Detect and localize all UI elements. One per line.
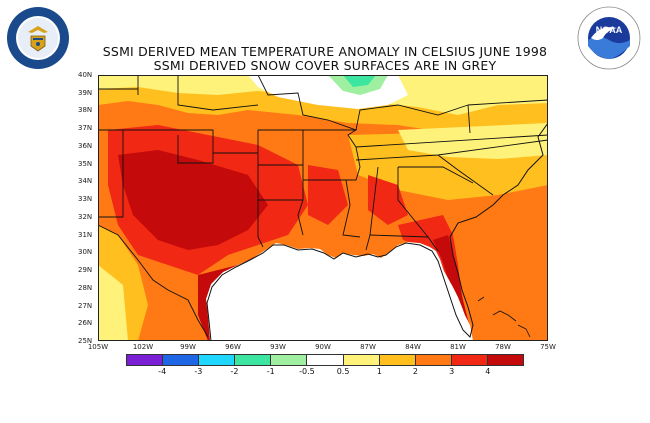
x-tick-label: 81W [450, 343, 466, 351]
y-tick-label: 37N [78, 124, 93, 133]
legend-swatch [307, 354, 344, 366]
x-tick-label: 96W [225, 343, 241, 351]
legend-swatch [126, 354, 164, 366]
legend-label: 2 [412, 367, 418, 376]
legend-swatch [235, 354, 272, 366]
x-tick-label: 84W [405, 343, 421, 351]
y-tick-label: 31N [78, 230, 93, 239]
y-tick-label: 36N [78, 141, 93, 150]
y-tick-label: 29N [78, 266, 93, 275]
x-tick-label: 78W [495, 343, 511, 351]
legend-swatch [415, 354, 452, 366]
x-tick-label: 105W [87, 343, 109, 351]
y-tick-label: 39N [78, 88, 93, 97]
department-of-commerce-seal-icon [7, 7, 69, 69]
map-title-line1: SSMI DERIVED MEAN TEMPERATURE ANOMALY IN… [102, 44, 548, 59]
legend-label: 1 [376, 367, 382, 376]
x-tick-label: 102W [132, 343, 154, 351]
y-tick-label: 34N [78, 177, 93, 186]
legend-swatch [343, 354, 380, 366]
x-tick-label: 99W [180, 343, 196, 351]
noaa-logo-text: NOAA [596, 25, 623, 35]
y-tick-label: 27N [78, 301, 93, 310]
legend-label: 0.5 [336, 367, 350, 376]
legend-label: -0.5 [299, 367, 315, 376]
legend-label: 4 [485, 367, 491, 376]
legend-label: -3 [194, 367, 203, 376]
legend-swatch [451, 354, 488, 366]
y-tick-label: 33N [78, 195, 93, 204]
map-title-line2: SSMI DERIVED SNOW COVER SURFACES ARE IN … [153, 58, 497, 73]
legend-swatch [379, 354, 416, 366]
y-tick-label: 30N [78, 248, 93, 257]
x-tick-label: 90W [315, 343, 331, 351]
legend-swatch [199, 354, 236, 366]
legend-swatch [163, 354, 200, 366]
legend-label: -4 [158, 367, 167, 376]
y-tick-label: 25N [78, 337, 93, 345]
x-tick-label: 87W [360, 343, 376, 351]
y-tick-label: 38N [78, 106, 93, 115]
legend-swatch [271, 354, 308, 366]
x-tick-label: 93W [270, 343, 286, 351]
legend-label: 3 [449, 367, 455, 376]
map-canvas [97, 74, 549, 342]
noaa-logo-icon: NOAA [577, 6, 641, 70]
legend-swatch [487, 354, 525, 366]
legend-label: -2 [230, 367, 239, 376]
temperature-anomaly-map [97, 74, 549, 342]
y-tick-label: 40N [78, 71, 93, 79]
y-tick-label: 35N [78, 159, 93, 168]
y-tick-label: 26N [78, 319, 93, 328]
y-tick-label: 32N [78, 212, 93, 221]
legend-label: -1 [266, 367, 275, 376]
y-tick-label: 28N [78, 283, 93, 292]
color-legend [126, 354, 525, 366]
x-tick-label: 75W [540, 343, 556, 351]
